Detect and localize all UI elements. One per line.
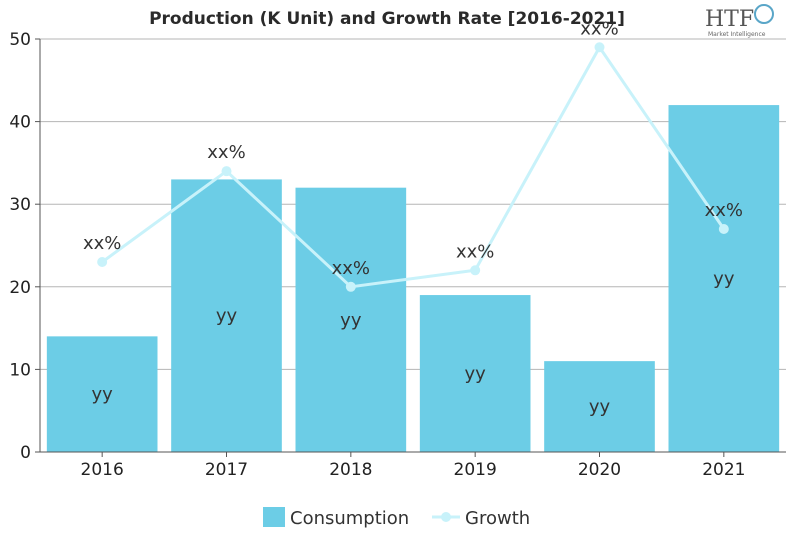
- bar: [668, 105, 780, 452]
- x-tick-label: 2021: [702, 460, 745, 480]
- growth-point: [718, 223, 729, 234]
- logo-subtext: Market Intelligence: [708, 31, 766, 38]
- bar-value-label: yy: [465, 364, 487, 385]
- bar-value-label: yy: [216, 306, 238, 327]
- x-tick-label: 2020: [578, 460, 621, 480]
- growth-point: [345, 281, 356, 292]
- bar: [171, 179, 282, 453]
- y-tick-label: 30: [9, 195, 31, 215]
- bar: [295, 187, 407, 452]
- x-tick-label: 2018: [329, 460, 372, 480]
- growth-line-path: [101, 44, 726, 289]
- x-tick-label: 2017: [205, 460, 248, 480]
- growth-line: [97, 42, 729, 292]
- bar: [544, 361, 655, 452]
- growth-value-label: xx%: [580, 18, 618, 39]
- growth-value-label: xx%: [207, 142, 245, 163]
- growth-value-label: xx%: [705, 200, 743, 221]
- bar-value-label: yy: [340, 310, 362, 331]
- legend-label-consumption: Consumption: [290, 508, 409, 529]
- bars: [46, 105, 780, 453]
- bar: [46, 336, 158, 452]
- gridlines: [40, 38, 786, 370]
- growth-value-label: xx%: [456, 241, 494, 262]
- x-tick-label: 2019: [454, 460, 497, 480]
- legend: Consumption Growth: [263, 507, 530, 529]
- y-tick-label: 40: [9, 113, 31, 133]
- chart-title: Production (K Unit) and Growth Rate [201…: [149, 9, 625, 29]
- legend-label-growth: Growth: [465, 508, 530, 529]
- bar-value-label: yy: [92, 384, 114, 405]
- bar-value-label: yy: [589, 397, 611, 418]
- growth-point: [594, 42, 605, 53]
- logo-globe-icon: [754, 4, 774, 24]
- bar: [419, 295, 531, 452]
- bar-value-label: yy: [713, 269, 735, 290]
- x-tick-label: 2016: [81, 460, 124, 480]
- axes: 0 10 20 30 40 50 2016 2017 2018 2019 2020 2021: [9, 30, 786, 480]
- growth-point: [221, 166, 232, 177]
- logo: HTF Market Intelligence: [705, 4, 774, 38]
- logo-text: HTF: [705, 7, 754, 32]
- growth-point: [97, 257, 108, 268]
- y-tick-label: 10: [9, 360, 31, 380]
- legend-swatch-consumption: [263, 507, 285, 527]
- data-labels: yy yy yy yy yy yy xx% xx% xx% xx% xx% xx%: [83, 18, 743, 417]
- legend-swatch-growth-marker: [441, 512, 451, 522]
- y-tick-label: 0: [20, 443, 31, 463]
- y-tick-label: 20: [9, 278, 31, 298]
- y-tick-label: 50: [9, 30, 31, 50]
- growth-value-label: xx%: [332, 258, 370, 279]
- growth-point: [470, 265, 481, 276]
- growth-value-label: xx%: [83, 233, 121, 254]
